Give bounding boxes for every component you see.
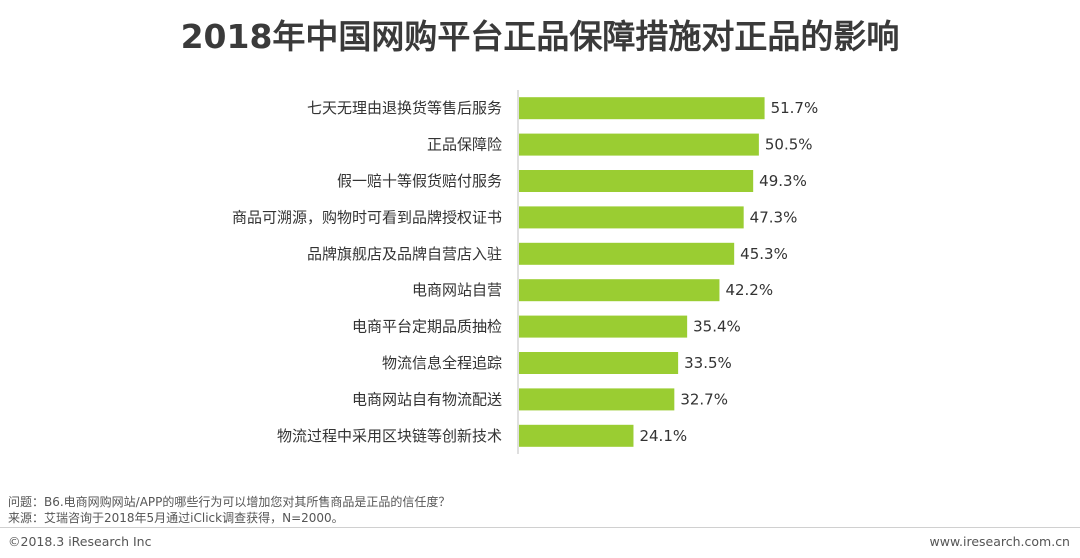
value-label-10: 24.1% (639, 427, 687, 445)
bar-4 (519, 206, 744, 229)
bar-chart: 七天无理由退换货等售后服务 51.7% 正品保障险 50.5% 假一赔十等假货赔付服务 4… (232, 90, 819, 454)
category-label-8: 物流信息全程追踪 (382, 354, 502, 372)
value-label-9: 32.7% (680, 390, 728, 408)
category-label-4: 商品可溯源，购物时可看到品牌授权证书 (232, 208, 502, 226)
value-label-3: 49.3% (759, 172, 807, 190)
bar-5 (519, 242, 735, 265)
category-label-9: 电商网站自有物流配送 (352, 390, 502, 408)
copyright-text: ©2018.3 iResearch Inc (8, 534, 152, 549)
bar-1 (519, 97, 765, 120)
category-label-3: 假一赔十等假货赔付服务 (337, 172, 502, 190)
chart-title: 2018年中国网购平台正品保障措施对正品的影响 (180, 17, 900, 56)
value-label-8: 33.5% (684, 354, 732, 372)
category-label-1: 七天无理由退换货等售后服务 (307, 99, 502, 117)
category-label-7: 电商平台定期品质抽检 (352, 318, 502, 336)
category-label-10: 物流过程中采用区块链等创新技术 (277, 427, 502, 445)
value-label-1: 51.7% (771, 99, 819, 117)
category-label-2: 正品保障险 (427, 136, 502, 154)
bar-10 (519, 424, 634, 447)
bar-2 (519, 133, 759, 156)
value-label-6: 42.2% (725, 281, 773, 299)
footer-divider (0, 527, 1080, 528)
question-note: 问题：B6.电商网购网站/APP的哪些行为可以增加您对其所售商品是正品的信任度？ (8, 495, 451, 509)
value-label-7: 35.4% (693, 318, 741, 336)
bar-9 (519, 388, 675, 411)
value-label-2: 50.5% (765, 136, 813, 154)
bar-7 (519, 315, 688, 338)
value-label-5: 45.3% (740, 245, 788, 263)
bar-8 (519, 352, 679, 374)
value-label-4: 47.3% (750, 208, 798, 226)
category-label-6: 电商网站自营 (412, 281, 502, 299)
bar-6 (519, 279, 720, 302)
bar-3 (519, 170, 754, 192)
website-text: www.iresearch.com.cn (929, 534, 1071, 549)
category-label-5: 品牌旗舰店及品牌自营店入驻 (307, 245, 502, 263)
source-note: 来源：艾瑞咨询于2018年5月通过iClick调查获得，N=2000。 (8, 511, 344, 525)
chart-notes: 问题：B6.电商网购网站/APP的哪些行为可以增加您对其所售商品是正品的信任度？… (8, 494, 450, 526)
